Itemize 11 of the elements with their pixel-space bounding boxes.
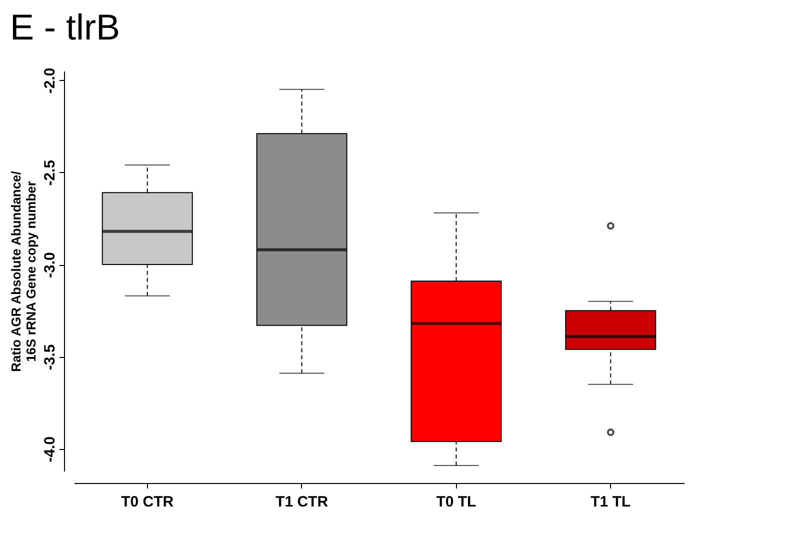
x-tick-label: T1 CTR <box>276 494 328 510</box>
y-tick-label: -2.5 <box>42 160 58 186</box>
x-tick-label: T0 TL <box>436 494 476 510</box>
y-axis-title: Ratio AGR Absolute Abundance/ 16S rRNA Gene copy number <box>8 170 38 372</box>
y-tick-label: -3.0 <box>42 252 58 278</box>
x-tick-label: T0 CTR <box>121 494 174 510</box>
x-tick-label: T1 TL <box>590 494 631 510</box>
y-tick-label: -2.0 <box>42 68 58 94</box>
chart-title: E - tlrB <box>10 6 120 48</box>
y-tick-label: -4.0 <box>42 436 58 462</box>
y-tick-label: -3.5 <box>42 344 58 370</box>
